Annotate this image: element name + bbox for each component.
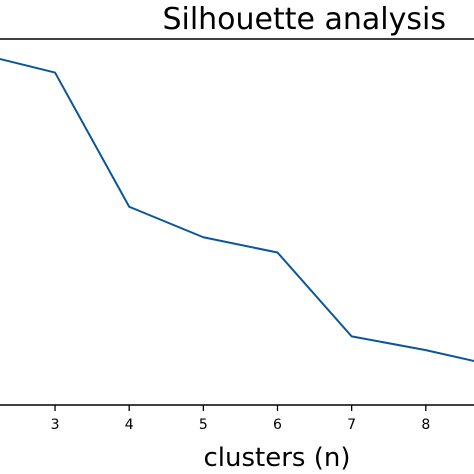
series-group — [0, 57, 474, 363]
x-tick-label: 5 — [199, 417, 208, 433]
x-tick-label: 8 — [421, 417, 430, 433]
x-tick-label: 3 — [51, 417, 60, 433]
x-axis-label: clusters (n) — [204, 443, 351, 473]
x-tick-label: 6 — [273, 417, 282, 433]
chart-title: Silhouette analysis — [162, 2, 446, 37]
x-tick-label: 7 — [347, 417, 356, 433]
series-line — [0, 57, 474, 363]
x-axis-ticks: 3 4 5 6 7 8 — [51, 405, 430, 433]
x-tick-label: 4 — [125, 417, 134, 433]
